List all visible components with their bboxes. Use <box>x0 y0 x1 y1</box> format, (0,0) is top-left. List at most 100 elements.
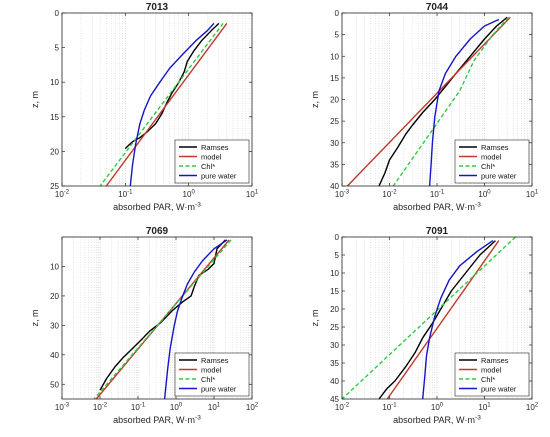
y-tick-label: 40 <box>50 351 59 360</box>
y-tick-label: 30 <box>50 321 59 330</box>
series-line-chl- <box>392 16 510 187</box>
legend-label: model <box>481 365 502 374</box>
y-tick-label: 0 <box>335 233 340 242</box>
y-tick-label: 5 <box>335 251 340 260</box>
y-tick-label: 5 <box>55 44 60 53</box>
y-tick-label: 25 <box>330 323 339 332</box>
x-axis-label: absorbed PAR, W·m-3 <box>393 202 481 213</box>
y-tick-label: 35 <box>330 359 339 368</box>
series-line-ramses <box>99 239 226 391</box>
y-tick-label: 20 <box>50 147 59 156</box>
panel-7069: 10-3 10-2 10-1 100 101 102 10 20 30 40 50 7069 absor… <box>30 226 259 425</box>
series-line-chl- <box>341 236 516 400</box>
legend-label: Chl* <box>201 162 215 171</box>
y-axis-label: z, m <box>30 91 40 108</box>
y-tick-label: 10 <box>330 52 339 61</box>
y-tick-label: 30 <box>330 341 339 350</box>
panel-7044: 10-3 10-2 10-1 100 101 0 5 10 15 20 25 30 35 40 7044 ab… <box>310 2 539 212</box>
legend-label: Ramses <box>201 356 229 365</box>
x-tick-label: 102 <box>246 403 259 413</box>
x-tick-label: 10-1 <box>430 190 445 200</box>
y-axis-label: z, m <box>310 91 320 108</box>
x-tick-label: 101 <box>526 190 539 200</box>
legend-label: Chl* <box>481 162 495 171</box>
series-group <box>341 236 516 400</box>
y-tick-label: 10 <box>50 78 59 87</box>
y-tick-label: 0 <box>55 9 60 18</box>
chart-title: 7044 <box>426 2 449 13</box>
x-tick-label: 10-2 <box>55 190 70 200</box>
y-tick-label: 35 <box>330 160 339 169</box>
y-tick-label: 10 <box>50 262 59 271</box>
series-line-ramses <box>378 16 508 187</box>
x-tick-label: 10-1 <box>382 403 397 413</box>
series-line-pure-water <box>422 240 494 400</box>
y-tick-label: 40 <box>330 182 339 191</box>
x-tick-label: 10-3 <box>335 190 350 200</box>
series-group <box>346 16 511 187</box>
legend-label: Chl* <box>201 375 215 384</box>
series-line-ramses <box>378 240 496 400</box>
x-tick-label: 101 <box>246 190 259 200</box>
series-line-pure-water <box>163 239 228 400</box>
y-tick-label: 20 <box>50 292 59 301</box>
x-tick-label: 100 <box>431 403 444 413</box>
legend-label: Ramses <box>481 143 509 152</box>
series-line-model <box>105 22 228 187</box>
y-tick-label: 5 <box>335 31 340 40</box>
y-tick-label: 25 <box>50 182 59 191</box>
x-tick-label: 100 <box>478 190 491 200</box>
series-group <box>99 22 228 187</box>
series-line-model <box>386 240 500 400</box>
legend-label: model <box>481 152 502 161</box>
y-tick-label: 20 <box>330 305 339 314</box>
series-line-chl- <box>99 22 224 187</box>
chart-title: 7069 <box>146 226 169 237</box>
x-tick-label: 100 <box>183 190 196 200</box>
y-axis-label: z, m <box>30 310 40 327</box>
x-tick-label: 10-1 <box>118 190 133 200</box>
legend-label: pure water <box>201 171 237 180</box>
y-tick-label: 10 <box>330 269 339 278</box>
x-tick-label: 10-2 <box>382 190 397 200</box>
chart-title: 7091 <box>426 226 449 237</box>
panel-7091: 10-2 10-1 100 101 102 0 5 10 15 20 25 30 35 40 45 7091 a… <box>310 226 539 425</box>
y-tick-label: 0 <box>335 9 340 18</box>
x-tick-label: 10-3 <box>55 403 70 413</box>
axes-frame <box>61 236 253 400</box>
x-axis-label: absorbed PAR, W·m-3 <box>393 415 481 426</box>
x-tick-label: 10-1 <box>131 403 146 413</box>
series-line-chl- <box>93 239 232 400</box>
legend-label: Chl* <box>481 375 495 384</box>
y-tick-label: 25 <box>330 117 339 126</box>
chart-title: 7013 <box>146 2 169 13</box>
legend-label: pure water <box>481 171 517 180</box>
legend-label: model <box>201 365 222 374</box>
series-line-model <box>346 16 511 187</box>
x-tick-label: 101 <box>208 403 221 413</box>
series-line-pure-water <box>428 18 500 187</box>
x-tick-label: 101 <box>478 403 491 413</box>
y-axis-label: z, m <box>310 310 320 327</box>
y-tick-label: 15 <box>330 287 339 296</box>
legend-label: pure water <box>201 384 237 393</box>
x-tick-label: 10-2 <box>93 403 108 413</box>
y-tick-label: 15 <box>50 113 59 122</box>
x-tick-label: 100 <box>170 403 183 413</box>
y-tick-label: 15 <box>330 74 339 83</box>
y-tick-label: 50 <box>50 380 59 389</box>
y-tick-label: 30 <box>330 139 339 148</box>
legend-label: pure water <box>481 384 517 393</box>
series-group <box>93 239 232 400</box>
y-tick-label: 40 <box>330 377 339 386</box>
x-axis-label: absorbed PAR, W·m-3 <box>113 202 201 213</box>
x-axis-label: absorbed PAR, W·m-3 <box>113 415 201 426</box>
axes-frame <box>61 12 253 187</box>
legend-label: Ramses <box>201 143 229 152</box>
y-tick-label: 20 <box>330 96 339 105</box>
